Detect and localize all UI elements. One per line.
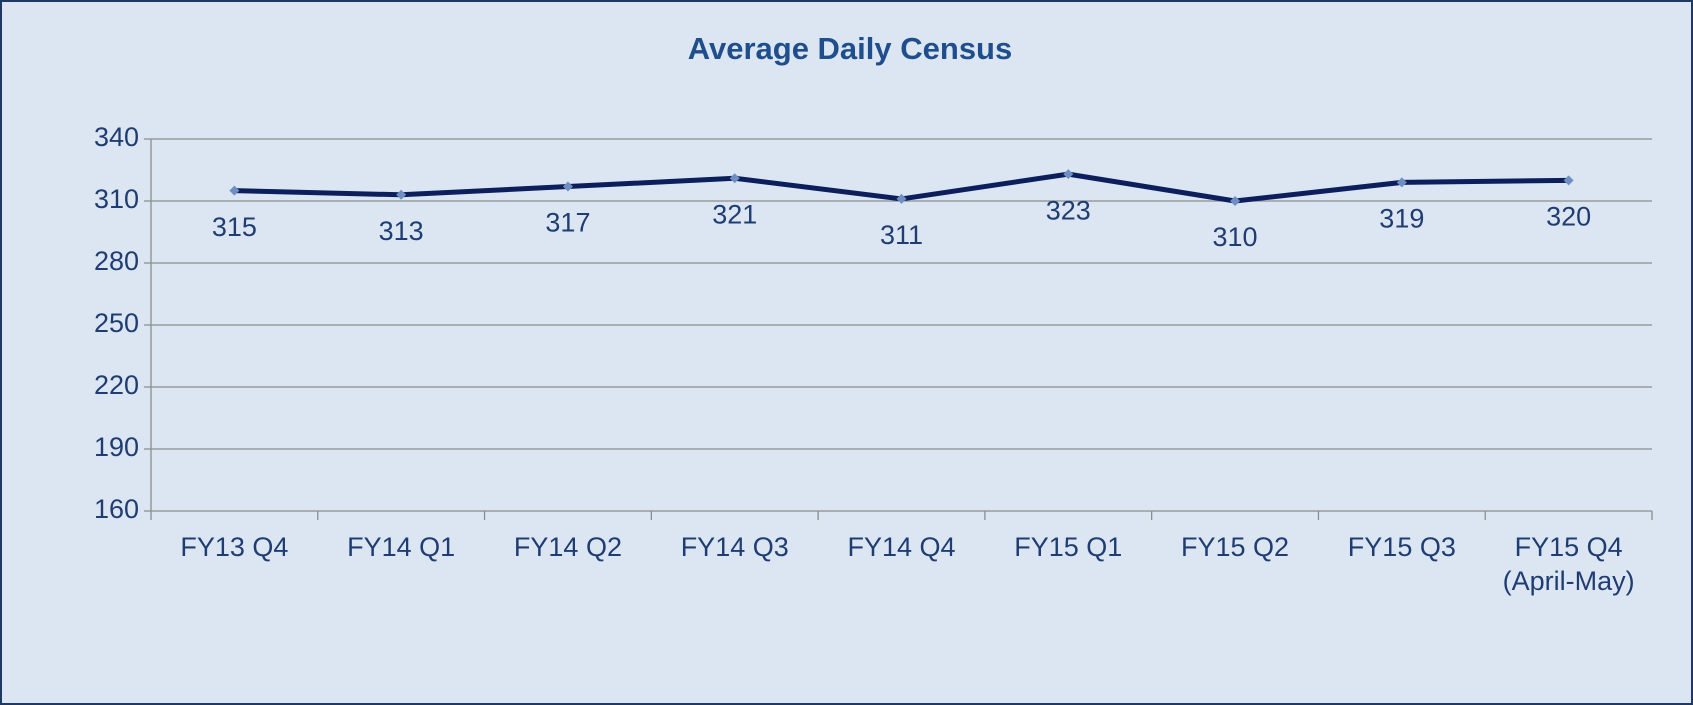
- y-tick-label: 280: [94, 246, 139, 276]
- point-marker: [1230, 196, 1241, 206]
- y-tick-label: 190: [94, 432, 139, 462]
- point-marker: [396, 189, 407, 200]
- x-tick-label: FY14 Q4: [847, 532, 955, 562]
- point-marker: [1396, 177, 1407, 188]
- x-tick-label: FY13 Q4: [180, 532, 288, 562]
- x-tick-label: FY15 Q2: [1181, 532, 1289, 562]
- data-label: 320: [1546, 201, 1591, 231]
- y-tick-label: 310: [94, 184, 139, 214]
- y-tick-label: 250: [94, 308, 139, 338]
- point-marker: [729, 173, 740, 184]
- point-marker: [896, 193, 907, 204]
- y-tick-label: 340: [94, 122, 139, 152]
- x-tick-label: FY14 Q1: [347, 532, 455, 562]
- data-label: 311: [880, 220, 923, 250]
- data-label: 310: [1213, 222, 1258, 252]
- data-label: 317: [545, 208, 590, 238]
- point-marker: [229, 185, 240, 196]
- data-label: 315: [212, 212, 257, 242]
- x-tick-label: FY15 Q4 (April-May): [1503, 532, 1635, 596]
- point-marker: [562, 181, 573, 192]
- x-tick-label: FY14 Q3: [681, 532, 789, 562]
- point-marker: [1563, 175, 1574, 186]
- y-tick-label: 220: [94, 370, 139, 400]
- chart-title: Average Daily Census: [688, 31, 1013, 66]
- point-marker: [1063, 169, 1074, 180]
- data-label: 313: [379, 216, 424, 246]
- data-label: 323: [1046, 195, 1091, 225]
- data-label: 321: [712, 199, 757, 229]
- x-tick-label: FY15 Q3: [1348, 532, 1456, 562]
- y-tick-label: 160: [94, 494, 139, 524]
- x-tick-label: FY15 Q1: [1014, 532, 1122, 562]
- x-tick-label: FY14 Q2: [514, 532, 622, 562]
- data-label: 319: [1379, 204, 1424, 234]
